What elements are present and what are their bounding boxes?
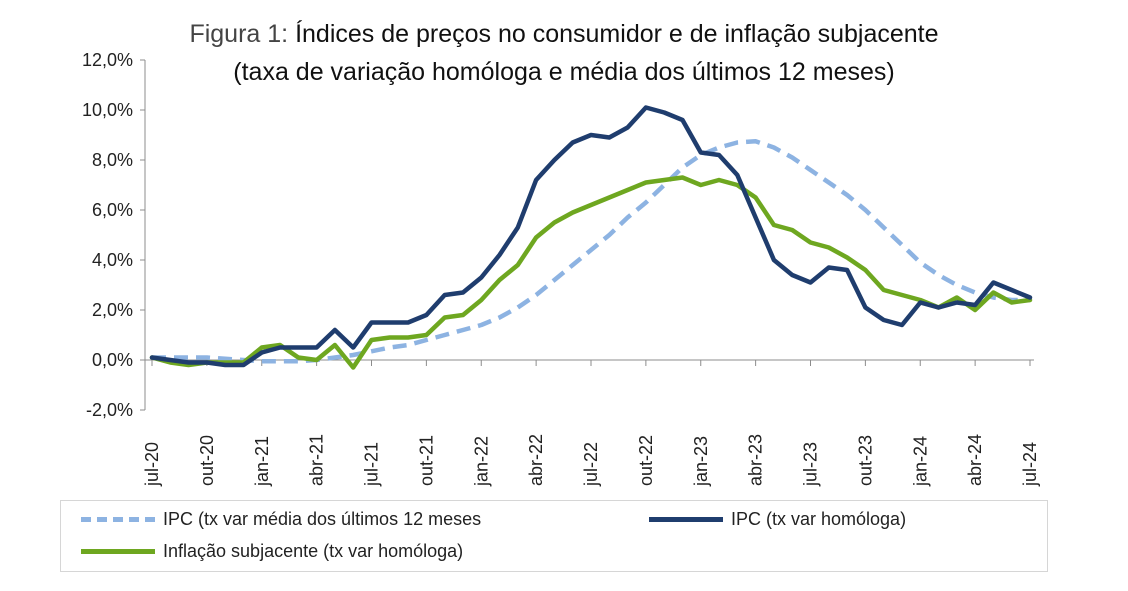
y-tick-label: 6,0% xyxy=(92,200,133,220)
x-tick-label: jan-21 xyxy=(252,436,272,487)
y-tick-label: 10,0% xyxy=(82,100,133,120)
x-tick-label: jul-21 xyxy=(362,442,382,487)
x-tick-label: jan-24 xyxy=(910,436,930,487)
x-tick-label: jul-20 xyxy=(142,442,162,487)
legend-label-core: Inflação subjacente (tx var homóloga) xyxy=(163,541,464,561)
x-tick-label: jul-23 xyxy=(801,442,821,487)
x-tick-label: out-20 xyxy=(197,435,217,486)
legend-swatch-ipc-yoy xyxy=(649,517,723,522)
series-line-ipc-avg xyxy=(152,139,1030,364)
series-line-core xyxy=(149,175,1033,370)
y-tick-label: 2,0% xyxy=(92,300,133,320)
line-chart: -2,0% 0,0% 2,0% 4,0% 6,0% 8,0% 10,0% 12,0% jul-… xyxy=(82,50,1040,487)
x-tick-label: abr-22 xyxy=(526,434,546,486)
y-tick-label: 0,0% xyxy=(92,350,133,370)
series-line-ipc-yoy xyxy=(149,105,1033,368)
legend-label-ipc-avg: IPC (tx var média dos últimos 12 meses xyxy=(163,509,482,529)
x-tick-label: abr-21 xyxy=(307,434,327,486)
y-tick-label: 8,0% xyxy=(92,150,133,170)
y-axis: -2,0% 0,0% 2,0% 4,0% 6,0% 8,0% 10,0% 12,0% xyxy=(82,50,146,420)
y-tick-label: 4,0% xyxy=(92,250,133,270)
legend-item-ipc-avg: IPC (tx var média dos últimos 12 meses xyxy=(81,509,481,530)
legend-item-ipc-yoy: IPC (tx var homóloga) xyxy=(649,509,906,530)
x-axis: jul-20 out-20 jan-21 abr-21 jul-21 out-21 jan-… xyxy=(142,359,1040,487)
x-tick-label: jul-24 xyxy=(1020,442,1040,487)
y-tick-label: -2,0% xyxy=(86,400,133,420)
chart-title: Índices de preços no consumidor e de inf… xyxy=(295,20,939,48)
x-tick-label: out-21 xyxy=(416,435,436,486)
x-tick-label: jan-22 xyxy=(471,436,491,487)
legend-swatch-core xyxy=(81,549,155,554)
x-tick-label: out-23 xyxy=(855,435,875,486)
y-tick-label: 12,0% xyxy=(82,50,133,70)
x-tick-label: jul-22 xyxy=(581,442,601,487)
x-tick-label: abr-23 xyxy=(746,434,766,486)
legend-swatch-ipc-avg xyxy=(81,517,155,522)
chart-subtitle: (taxa de variação homóloga e média dos ú… xyxy=(233,58,895,86)
x-tick-label: jan-23 xyxy=(691,436,711,487)
chart-title-prefix: Figura 1: xyxy=(189,20,289,48)
chart-title-line: Figura 1: Índices de preços no consumido… xyxy=(0,20,1128,49)
x-tick-label: out-22 xyxy=(636,435,656,486)
series-lines xyxy=(149,105,1033,370)
legend: IPC (tx var média dos últimos 12 meses I… xyxy=(60,500,1048,572)
legend-label-ipc-yoy: IPC (tx var homóloga) xyxy=(731,509,907,529)
legend-item-core: Inflação subjacente (tx var homóloga) xyxy=(81,541,463,562)
x-tick-label: abr-24 xyxy=(965,434,985,486)
